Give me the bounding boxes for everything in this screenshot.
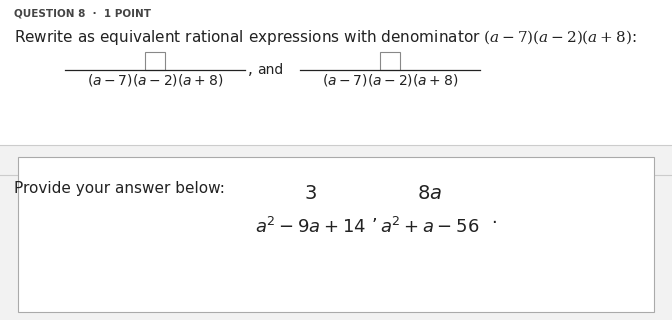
Bar	[145, 52, 165, 70]
Text: $(a-7)(a-2)(a+8)$: $(a-7)(a-2)(a+8)$	[322, 72, 458, 88]
Bar	[0, 0, 672, 175]
Text: $a^2 - 9a + 14$: $a^2 - 9a + 14$	[255, 217, 366, 237]
Text: and: and	[257, 63, 284, 77]
Text: ,: ,	[248, 62, 253, 77]
Text: ,: ,	[372, 206, 378, 224]
Text: $8a$: $8a$	[417, 184, 443, 203]
Bar	[380, 52, 400, 70]
Text: $(a-7)(a-2)(a+8)$: $(a-7)(a-2)(a+8)$	[87, 72, 223, 88]
Bar	[18, 157, 654, 312]
Text: $a^2 + a - 56$: $a^2 + a - 56$	[380, 217, 480, 237]
Text: QUESTION 8  ·  1 POINT: QUESTION 8 · 1 POINT	[14, 9, 151, 19]
Text: Provide your answer below:: Provide your answer below:	[14, 181, 225, 196]
Text: $3$: $3$	[304, 184, 317, 203]
Text: .: .	[491, 209, 497, 227]
Bar	[0, 145, 672, 320]
Text: Rewrite as equivalent rational expressions with denominator $(a-7)(a-2)(a+8)$:: Rewrite as equivalent rational expressio…	[14, 28, 636, 47]
Bar	[0, 145, 672, 175]
